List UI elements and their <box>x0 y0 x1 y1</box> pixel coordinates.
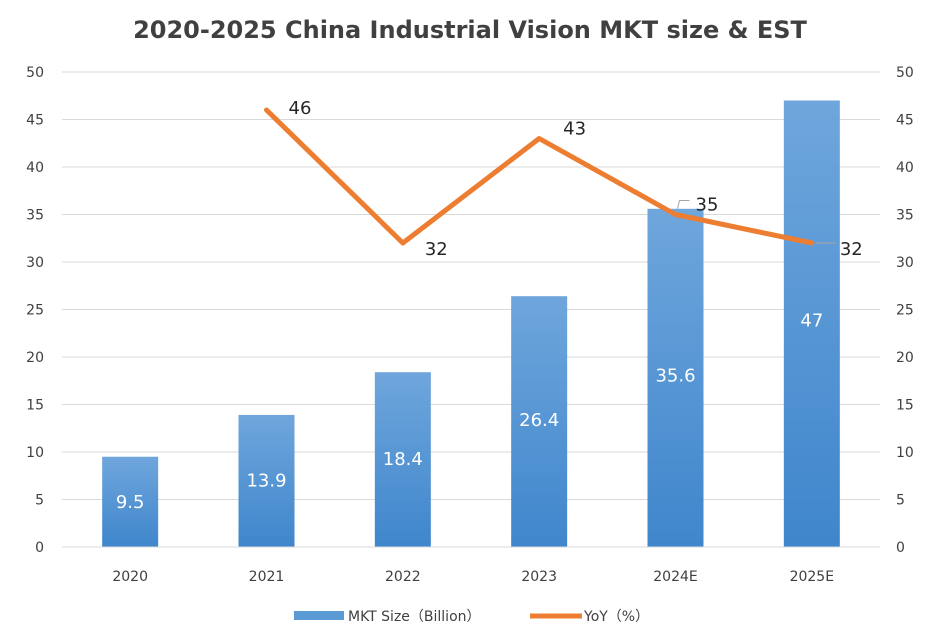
line-data-label: 43 <box>563 119 586 140</box>
y-left-tick-label: 30 <box>26 255 44 271</box>
gridlines <box>62 71 880 548</box>
bar-data-label: 18.4 <box>383 449 423 470</box>
bar-series <box>102 100 840 548</box>
y-right-tick-label: 30 <box>896 255 914 271</box>
x-tick-label: 2023 <box>521 569 557 585</box>
y-left-tick-label: 15 <box>26 398 44 414</box>
y-right-tick-label: 10 <box>896 445 914 461</box>
x-tick-label: 2022 <box>385 569 421 585</box>
y-left-tick-label: 0 <box>35 540 44 556</box>
y-left-tick-label: 20 <box>26 350 44 366</box>
line-series <box>264 107 815 246</box>
bar-data-label: 47 <box>800 310 823 331</box>
bar-data-label: 13.9 <box>246 471 286 492</box>
x-tick-label: 2025E <box>790 569 834 585</box>
legend: MKT Size（Billion） YoY（%） <box>294 609 649 625</box>
y-right-tick-label: 45 <box>896 113 914 129</box>
line-data-labels: 46 32 43 35 32 <box>289 98 863 260</box>
y-right-tick-label: 25 <box>896 303 914 319</box>
y-left-tick-label: 10 <box>26 445 44 461</box>
bar-2021 <box>238 414 295 547</box>
y-axis-left: 0 5 10 15 20 25 30 35 40 45 50 <box>26 65 44 556</box>
line-data-label: 35 <box>696 195 719 216</box>
y-right-tick-label: 15 <box>896 398 914 414</box>
x-tick-label: 2020 <box>112 569 148 585</box>
bar-2022 <box>374 372 431 547</box>
y-left-tick-label: 50 <box>26 65 44 81</box>
x-tick-label: 2021 <box>249 569 285 585</box>
bar-2023 <box>511 296 568 547</box>
bar-data-label: 26.4 <box>519 410 559 431</box>
y-right-tick-label: 35 <box>896 208 914 224</box>
bar-data-label: 9.5 <box>116 492 145 513</box>
bar-2025E <box>783 100 840 547</box>
line-data-label: 32 <box>425 239 448 260</box>
bar-2020 <box>102 456 159 547</box>
y-right-tick-label: 50 <box>896 65 914 81</box>
y-left-tick-label: 45 <box>26 113 44 129</box>
legend-label-yoy: YoY（%） <box>583 609 649 625</box>
label-leader-line <box>677 200 690 209</box>
y-left-tick-label: 25 <box>26 303 44 319</box>
bar-data-labels: 9.5 13.9 18.4 26.4 35.6 47 <box>116 310 823 513</box>
legend-swatch-mkt-size <box>294 611 344 620</box>
line-data-label: 46 <box>289 98 312 119</box>
x-axis: 2020 2021 2022 2023 2024E 2025E <box>62 546 880 585</box>
y-right-tick-label: 0 <box>896 540 905 556</box>
bar-data-label: 35.6 <box>655 366 695 387</box>
legend-label-mkt-size: MKT Size（Billion） <box>348 609 481 625</box>
yoy-line <box>264 107 815 246</box>
y-axis-right: 0 5 10 15 20 25 30 35 40 45 50 <box>896 65 914 556</box>
x-tick-label: 2024E <box>653 569 697 585</box>
bar-2024E <box>647 208 704 548</box>
chart-title: 2020-2025 China Industrial Vision MKT si… <box>133 16 807 44</box>
y-left-tick-label: 35 <box>26 208 44 224</box>
line-data-label: 32 <box>840 239 863 260</box>
y-right-tick-label: 5 <box>896 493 905 509</box>
y-left-tick-label: 5 <box>35 493 44 509</box>
y-right-tick-label: 20 <box>896 350 914 366</box>
y-right-tick-label: 40 <box>896 160 914 176</box>
y-left-tick-label: 40 <box>26 160 44 176</box>
